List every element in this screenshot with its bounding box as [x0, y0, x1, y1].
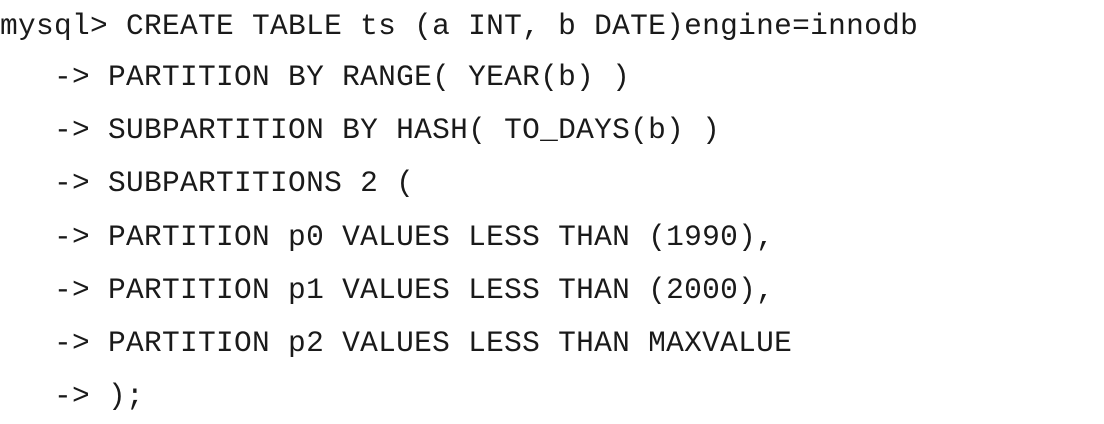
command-text: PARTITION p1 VALUES LESS THAN (2000), — [108, 273, 775, 307]
command-text: PARTITION p0 VALUES LESS THAN (1990), — [108, 220, 775, 254]
continuation-prompt: -> — [0, 379, 109, 413]
continuation-prompt: -> — [0, 113, 109, 147]
command-line-2: -> PARTITION BY RANGE( YEAR(b) ) — [0, 51, 630, 104]
command-text: CREATE TABLE ts (a INT, b DATE)engine=in… — [126, 9, 919, 43]
mysql-prompt: mysql> — [0, 9, 127, 43]
continuation-prompt: -> — [0, 60, 109, 94]
continuation-prompt: -> — [0, 273, 109, 307]
command-line-7: -> PARTITION p2 VALUES LESS THAN MAXVALU… — [0, 317, 792, 370]
command-line-6: -> PARTITION p1 VALUES LESS THAN (2000), — [0, 264, 774, 317]
command-line-8: -> ); — [0, 370, 144, 423]
command-text: PARTITION p2 VALUES LESS THAN MAXVALUE — [108, 326, 793, 360]
continuation-prompt: -> — [0, 326, 109, 360]
command-text: ); — [108, 379, 145, 413]
continuation-prompt: -> — [0, 220, 109, 254]
command-line-4: -> SUBPARTITIONS 2 ( — [0, 157, 414, 210]
command-line-5: -> PARTITION p0 VALUES LESS THAN (1990), — [0, 211, 774, 264]
command-line-1: mysql> CREATE TABLE ts (a INT, b DATE)en… — [0, 0, 918, 53]
continuation-prompt: -> — [0, 166, 109, 200]
command-text: PARTITION BY RANGE( YEAR(b) ) — [108, 60, 631, 94]
command-line-3: -> SUBPARTITION BY HASH( TO_DAYS(b) ) — [0, 104, 720, 157]
command-text: SUBPARTITION BY HASH( TO_DAYS(b) ) — [108, 113, 721, 147]
command-text: SUBPARTITIONS 2 ( — [108, 166, 415, 200]
